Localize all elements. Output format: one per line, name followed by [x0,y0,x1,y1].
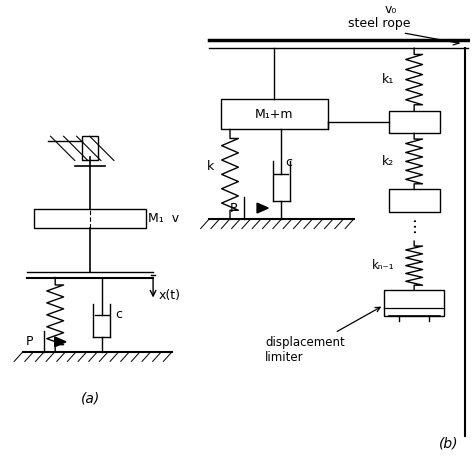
Text: P: P [229,201,237,215]
Text: c: c [115,308,122,321]
Bar [389,190,440,212]
Text: steel rope: steel rope [348,17,410,29]
Text: (b): (b) [439,436,458,450]
Bar [389,111,440,134]
Bar [34,209,146,228]
Polygon shape [55,337,66,347]
Text: x(t): x(t) [159,289,181,302]
Bar [384,290,445,316]
Bar [82,136,98,160]
Text: k₂: k₂ [383,155,394,168]
Polygon shape [257,203,268,213]
Text: displacement
limiter: displacement limiter [265,307,380,364]
Bar [221,99,328,129]
Text: M₁  v: M₁ v [148,212,180,225]
Text: v₀: v₀ [385,2,397,16]
Text: k₁: k₁ [383,73,394,86]
Text: M₁+m: M₁+m [255,108,293,121]
Text: c: c [285,155,292,169]
Text: kₙ₋₁: kₙ₋₁ [372,259,394,272]
Text: (a): (a) [81,392,100,406]
Text: P: P [26,335,33,348]
Text: k: k [207,160,214,173]
Text: ⋯: ⋯ [405,217,423,233]
